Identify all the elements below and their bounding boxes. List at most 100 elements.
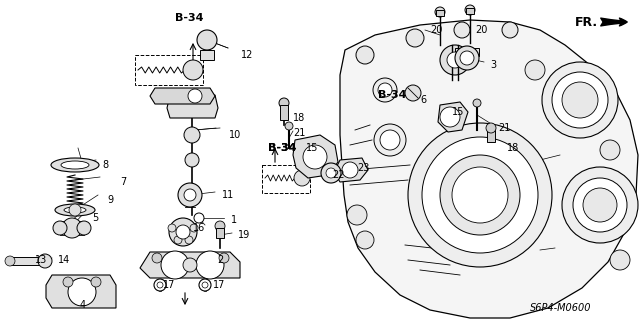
Circle shape bbox=[285, 122, 293, 130]
Text: 15: 15 bbox=[306, 143, 318, 153]
Text: 10: 10 bbox=[229, 130, 241, 140]
Bar bbox=[200, 50, 214, 60]
Circle shape bbox=[562, 82, 598, 118]
Circle shape bbox=[161, 251, 189, 279]
Polygon shape bbox=[46, 275, 116, 308]
Circle shape bbox=[202, 282, 208, 288]
Circle shape bbox=[562, 167, 638, 243]
Bar bbox=[455, 48, 479, 56]
Circle shape bbox=[174, 236, 182, 244]
Circle shape bbox=[53, 221, 67, 235]
Circle shape bbox=[279, 98, 289, 108]
Text: S6P4-M0600: S6P4-M0600 bbox=[530, 303, 591, 313]
Circle shape bbox=[185, 236, 193, 244]
Text: B-34: B-34 bbox=[175, 13, 204, 23]
Text: 16: 16 bbox=[193, 223, 205, 233]
Circle shape bbox=[405, 85, 421, 101]
Circle shape bbox=[199, 279, 211, 291]
Polygon shape bbox=[334, 158, 368, 182]
Circle shape bbox=[342, 162, 358, 178]
Bar bbox=[216, 228, 224, 238]
Circle shape bbox=[422, 137, 538, 253]
Circle shape bbox=[473, 99, 481, 107]
Ellipse shape bbox=[64, 207, 86, 213]
Circle shape bbox=[452, 167, 508, 223]
Ellipse shape bbox=[55, 204, 95, 216]
Circle shape bbox=[303, 145, 327, 169]
Circle shape bbox=[455, 46, 479, 70]
Circle shape bbox=[356, 231, 374, 249]
Text: 20: 20 bbox=[475, 25, 488, 35]
Bar bbox=[466, 8, 474, 14]
Circle shape bbox=[600, 140, 620, 160]
Circle shape bbox=[373, 78, 397, 102]
Circle shape bbox=[610, 250, 630, 270]
Text: 15: 15 bbox=[452, 107, 465, 117]
Text: 17: 17 bbox=[213, 280, 225, 290]
Circle shape bbox=[380, 130, 400, 150]
Circle shape bbox=[38, 254, 52, 268]
Circle shape bbox=[406, 29, 424, 47]
Text: 20: 20 bbox=[430, 25, 442, 35]
Text: 21: 21 bbox=[293, 128, 305, 138]
Polygon shape bbox=[167, 95, 218, 118]
Circle shape bbox=[63, 277, 73, 287]
Text: 9: 9 bbox=[107, 195, 113, 205]
Circle shape bbox=[190, 224, 198, 232]
Text: B-34: B-34 bbox=[268, 143, 296, 153]
Circle shape bbox=[215, 221, 225, 231]
Circle shape bbox=[185, 153, 199, 167]
Circle shape bbox=[152, 253, 162, 263]
Circle shape bbox=[176, 225, 190, 239]
Circle shape bbox=[183, 60, 203, 80]
Text: B-34: B-34 bbox=[378, 90, 406, 100]
Ellipse shape bbox=[51, 158, 99, 172]
Circle shape bbox=[502, 22, 518, 38]
Circle shape bbox=[154, 279, 166, 291]
Circle shape bbox=[454, 22, 470, 38]
Circle shape bbox=[188, 89, 202, 103]
Circle shape bbox=[321, 163, 341, 183]
Polygon shape bbox=[150, 88, 215, 104]
Circle shape bbox=[183, 258, 197, 272]
Text: 6: 6 bbox=[420, 95, 426, 105]
Circle shape bbox=[408, 123, 552, 267]
Circle shape bbox=[440, 45, 470, 75]
Circle shape bbox=[378, 83, 392, 97]
Text: 14: 14 bbox=[58, 255, 70, 265]
Circle shape bbox=[219, 253, 229, 263]
Text: 22: 22 bbox=[332, 170, 344, 180]
Circle shape bbox=[168, 224, 176, 232]
Bar bbox=[436, 10, 444, 16]
Circle shape bbox=[525, 60, 545, 80]
Circle shape bbox=[184, 189, 196, 201]
Text: 17: 17 bbox=[163, 280, 175, 290]
Circle shape bbox=[197, 30, 217, 50]
Circle shape bbox=[5, 256, 15, 266]
Circle shape bbox=[169, 218, 197, 246]
Circle shape bbox=[62, 218, 82, 238]
Circle shape bbox=[77, 221, 91, 235]
Polygon shape bbox=[340, 20, 638, 318]
Bar bbox=[262, 165, 310, 193]
Circle shape bbox=[194, 213, 204, 223]
Bar bbox=[10, 257, 40, 265]
Text: B-34: B-34 bbox=[268, 143, 296, 153]
Text: 13: 13 bbox=[35, 255, 47, 265]
Bar bbox=[487, 130, 495, 142]
Text: 8: 8 bbox=[102, 160, 108, 170]
Polygon shape bbox=[293, 135, 338, 178]
Text: 19: 19 bbox=[238, 230, 250, 240]
Circle shape bbox=[356, 46, 374, 64]
Bar bbox=[135, 55, 203, 85]
Circle shape bbox=[326, 168, 336, 178]
Circle shape bbox=[68, 278, 96, 306]
Circle shape bbox=[447, 52, 463, 68]
Text: 12: 12 bbox=[241, 50, 253, 60]
Circle shape bbox=[435, 7, 445, 17]
Text: 4: 4 bbox=[80, 300, 86, 310]
Circle shape bbox=[460, 51, 474, 65]
Circle shape bbox=[440, 107, 460, 127]
Circle shape bbox=[486, 123, 496, 133]
Ellipse shape bbox=[61, 161, 89, 169]
